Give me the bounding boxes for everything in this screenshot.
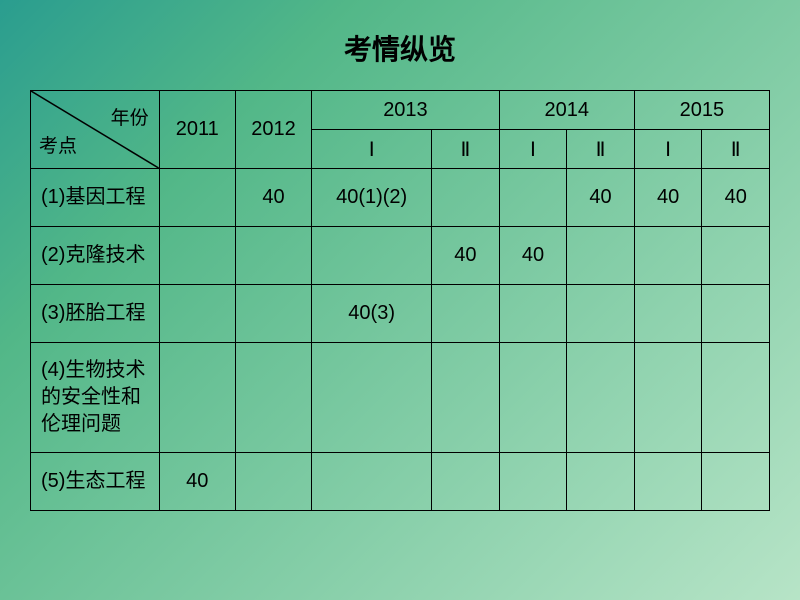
data-cell — [235, 227, 311, 285]
data-cell: 40 — [499, 227, 567, 285]
data-cell — [499, 169, 567, 227]
data-cell — [634, 343, 702, 453]
header-row-1: 年份 考点 2011 2012 2013 2014 2015 — [31, 91, 770, 130]
diagonal-header-cell: 年份 考点 — [31, 91, 160, 169]
topic-cell: (1)基因工程 — [31, 169, 160, 227]
table-row: (4)生物技术的安全性和伦理问题 — [31, 343, 770, 453]
data-cell: 40(1)(2) — [312, 169, 432, 227]
data-cell — [499, 343, 567, 453]
year-2012-header: 2012 — [235, 91, 311, 169]
sub-2013-1: Ⅰ — [312, 130, 432, 169]
data-cell: 40 — [702, 169, 770, 227]
data-cell — [432, 285, 500, 343]
table-row: (3)胚胎工程 40(3) — [31, 285, 770, 343]
data-cell — [235, 285, 311, 343]
table-row: (1)基因工程 40 40(1)(2) 40 40 40 — [31, 169, 770, 227]
data-cell — [702, 453, 770, 511]
data-cell: 40(3) — [312, 285, 432, 343]
data-cell — [567, 343, 635, 453]
sub-2013-2: Ⅱ — [432, 130, 500, 169]
sub-2015-1: Ⅰ — [634, 130, 702, 169]
year-2013-header: 2013 — [312, 91, 499, 130]
data-cell — [432, 169, 500, 227]
year-2011-header: 2011 — [159, 91, 235, 169]
data-cell — [499, 453, 567, 511]
sub-2014-2: Ⅱ — [567, 130, 635, 169]
topic-cell: (5)生态工程 — [31, 453, 160, 511]
data-cell — [432, 453, 500, 511]
data-cell — [159, 285, 235, 343]
data-cell — [159, 227, 235, 285]
table-row: (5)生态工程 40 — [31, 453, 770, 511]
data-cell — [312, 227, 432, 285]
diag-label-year: 年份 — [111, 103, 149, 130]
data-cell — [235, 343, 311, 453]
data-cell: 40 — [634, 169, 702, 227]
year-2015-header: 2015 — [634, 91, 769, 130]
data-cell — [634, 227, 702, 285]
sub-2015-2: Ⅱ — [702, 130, 770, 169]
data-cell: 40 — [159, 453, 235, 511]
data-cell: 40 — [235, 169, 311, 227]
data-cell — [634, 453, 702, 511]
data-cell — [702, 227, 770, 285]
data-cell — [634, 285, 702, 343]
data-cell — [567, 285, 635, 343]
year-2014-header: 2014 — [499, 91, 634, 130]
data-cell — [432, 343, 500, 453]
diag-label-topic: 考点 — [39, 131, 77, 158]
topic-cell: (2)克隆技术 — [31, 227, 160, 285]
data-cell — [159, 343, 235, 453]
data-cell — [702, 285, 770, 343]
data-cell — [235, 453, 311, 511]
data-cell — [567, 453, 635, 511]
table-row: (2)克隆技术 40 40 — [31, 227, 770, 285]
data-cell: 40 — [567, 169, 635, 227]
topic-cell: (3)胚胎工程 — [31, 285, 160, 343]
data-cell — [702, 343, 770, 453]
data-cell — [499, 285, 567, 343]
page-title: 考情纵览 — [344, 28, 456, 68]
exam-overview-table: 年份 考点 2011 2012 2013 2014 2015 Ⅰ Ⅱ Ⅰ Ⅱ Ⅰ… — [30, 90, 770, 511]
sub-2014-1: Ⅰ — [499, 130, 567, 169]
data-cell — [159, 169, 235, 227]
topic-cell: (4)生物技术的安全性和伦理问题 — [31, 343, 160, 453]
data-cell — [312, 453, 432, 511]
data-cell: 40 — [432, 227, 500, 285]
data-cell — [567, 227, 635, 285]
data-cell — [312, 343, 432, 453]
